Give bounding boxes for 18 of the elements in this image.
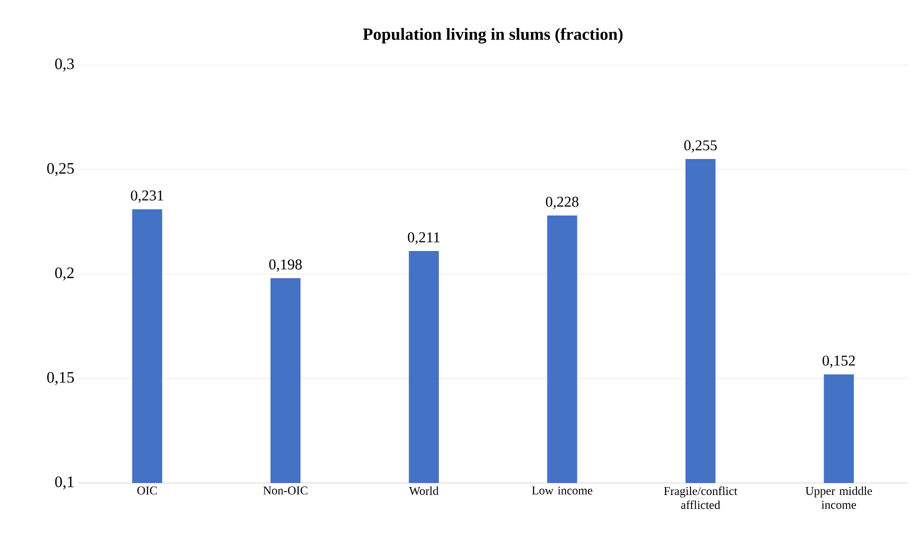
x-tick-label: World: [409, 486, 438, 496]
data-label: 0,228: [546, 196, 578, 209]
y-tick-label: 0,15: [47, 372, 74, 386]
x-tick-label: Low income: [532, 486, 592, 495]
y-tick-label: 0,3: [55, 58, 74, 72]
y-tick-label: 0,1: [55, 476, 74, 490]
x-tick-label: Upper middle income: [806, 486, 872, 509]
data-label: 0,198: [269, 259, 302, 272]
x-tick-label: OIC: [137, 486, 157, 495]
x-tick-label: Fragile/conflict afflicted: [664, 486, 738, 509]
data-label: 0,255: [684, 140, 717, 153]
chart-title: Population living in slums (fraction): [362, 28, 623, 44]
data-label: 0,211: [408, 232, 440, 244]
y-tick-label: 0,2: [55, 267, 74, 281]
x-tick-label: Non-OIC: [263, 486, 308, 495]
y-tick-label: 0,25: [47, 162, 74, 176]
data-label: 0,231: [130, 190, 164, 203]
data-label: 0,152: [822, 356, 855, 368]
